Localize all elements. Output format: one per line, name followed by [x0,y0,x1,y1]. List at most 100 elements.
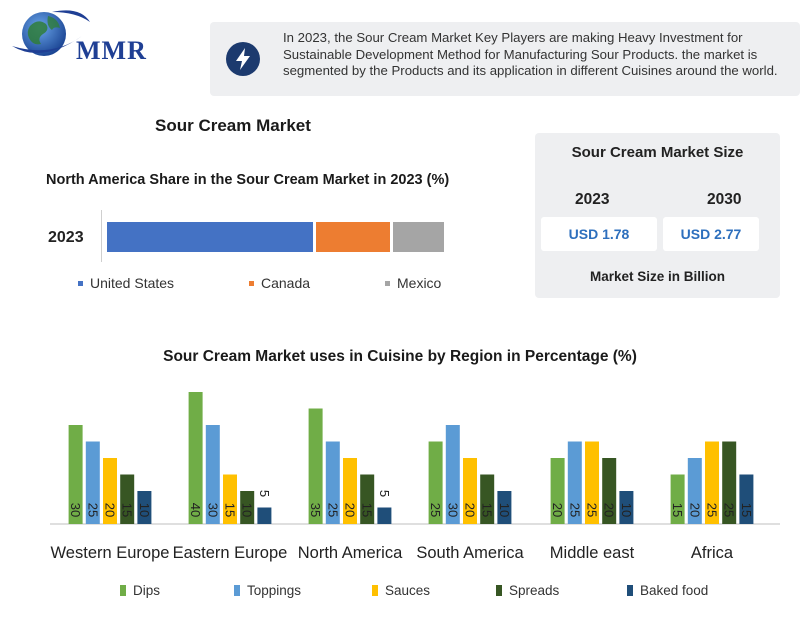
legend-swatch [496,585,502,596]
bar-dips [428,441,443,524]
bar-sauces [705,441,719,524]
bar-spreads [240,491,255,524]
market-size-footer: Market Size in Billion [589,269,726,284]
share-bar-united-states [107,222,313,252]
bar-value-label: 5 [377,490,392,497]
bar-value-label: 35 [308,503,323,517]
bar-sauces [585,441,599,524]
bar-baked-food [739,474,754,524]
bar-sauces [463,458,477,524]
bar-value-label: 15 [739,503,754,517]
bar-toppings [205,425,220,524]
share-bar-canada [315,222,391,252]
legend-label: Sauces [385,583,431,598]
region-label: South America [416,544,524,562]
bar-value-label: 25 [428,503,443,517]
share-axis-line [101,210,102,262]
bar-value-label: 10 [497,503,512,517]
bar-baked-food [257,507,272,524]
bar-sauces [223,474,237,524]
mmr-logo: MMR [8,6,158,66]
bar-value-label: 20 [550,503,565,517]
bar-spreads [480,474,495,524]
share-year-label: 2023 [48,229,84,246]
bar-value-label: 10 [619,503,634,517]
bar-value-label: 25 [705,503,720,517]
bar-value-label: 25 [585,503,600,517]
market-year-2023: 2023 [575,191,610,208]
bar-value-label: 20 [463,503,478,517]
share-legend-item: United States [78,275,174,291]
bar-spreads [120,474,135,524]
bar-value-label: 15 [670,503,685,517]
market-size-title: Sour Cream Market Size [571,144,744,161]
legend-swatch [372,585,378,596]
bar-value-label: 15 [480,503,495,517]
share-chart-title: North America Share in the Sour Cream Ma… [46,172,450,188]
bar-value-label: 30 [445,503,460,517]
legend-label: Toppings [247,583,302,598]
bar-value-label: 25 [722,503,737,517]
lightning-icon [226,42,260,76]
bar-dips [188,392,203,524]
bar-value-label: 30 [205,503,220,517]
cuisine-legend-item: Spreads [496,583,559,598]
region-label: North America [297,544,403,562]
legend-swatch [249,280,254,286]
bar-value-label: 15 [223,503,238,517]
bar-baked-food [497,491,512,524]
bar-dips [68,425,83,524]
region-label: Western Europe [50,544,170,562]
legend-label: Dips [133,583,161,598]
bar-toppings [567,441,582,524]
market-size-card: Sour Cream Market Size 2023 2030 USD 1.7… [535,133,780,298]
bar-value-label: 15 [360,503,375,517]
bar-baked-food [137,491,152,524]
globe-icon [12,10,90,56]
bar-value-label: 20 [103,503,118,517]
bar-value-label: 5 [257,490,272,497]
legend-label: Baked food [640,583,709,598]
bar-toppings [325,441,340,524]
bar-value-label: 15 [120,503,135,517]
region-label: Africa [690,544,734,562]
bar-toppings [85,441,100,524]
bar-value-label: 10 [137,503,152,517]
legend-label: Mexico [397,275,442,291]
banner-text: In 2023, the Sour Cream Market Key Playe… [283,30,778,78]
share-bar-mexico [393,222,444,252]
legend-swatch [120,585,126,596]
market-year-2030: 2030 [707,191,742,208]
bar-dips [308,408,323,524]
bar-spreads [602,458,617,524]
bar-toppings [687,458,702,524]
bar-sauces [103,458,117,524]
bar-baked-food [619,491,634,524]
legend-label: Canada [261,275,311,291]
legend-label: Spreads [509,583,560,598]
market-value-2023: USD 1.78 [541,217,657,251]
bar-value-label: 40 [188,503,203,517]
bar-spreads [722,441,737,524]
bar-value-label: 25 [567,503,582,517]
share-legend-item: Mexico [385,275,441,291]
bar-spreads [360,474,375,524]
bar-toppings [445,425,460,524]
bar-value-label: 20 [687,503,702,517]
region-label: Eastern Europe [172,544,288,562]
bar-value-label: 20 [602,503,617,517]
bar-baked-food [377,507,392,524]
bar-dips [670,474,685,524]
legend-swatch [627,585,633,596]
region-label: Middle east [549,544,635,562]
cuisine-legend-item: Sauces [372,583,430,598]
page-title: Sour Cream Market [155,116,311,135]
legend-swatch [234,585,240,596]
bar-value-label: 25 [85,503,100,517]
bar-dips [550,458,565,524]
market-value-2030: USD 2.77 [663,217,759,251]
logo-text: MMR [76,36,147,65]
cuisine-legend-item: Toppings [234,583,301,598]
cuisine-chart-title: Sour Cream Market uses in Cuisine by Reg… [163,348,637,365]
